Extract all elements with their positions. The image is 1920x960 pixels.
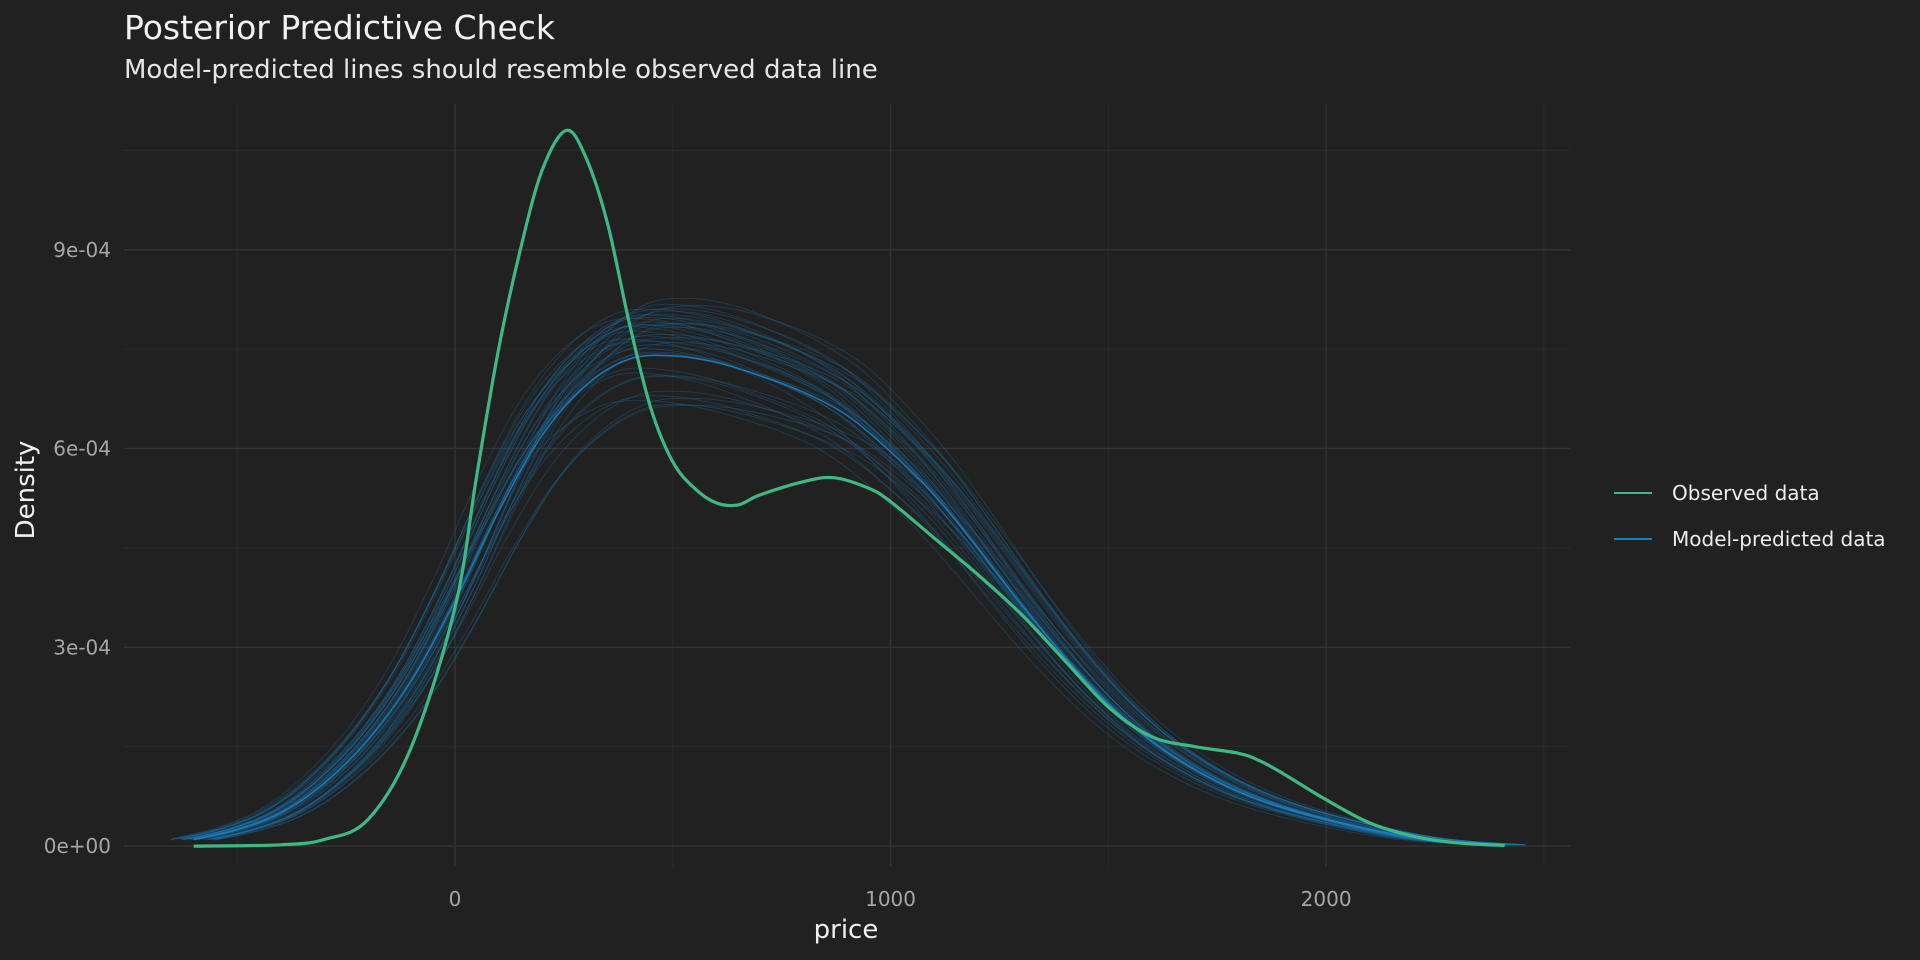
predicted-draw-line [171,338,1483,846]
predicted-draw-line [195,375,1507,846]
predicted-draw-line [213,317,1525,846]
x-tick-label: 0 [449,887,462,911]
predicted-data-line [193,354,1505,846]
chart-subtitle: Model-predicted lines should resemble ob… [124,55,878,85]
predicted-draw-line [211,326,1523,846]
grid-lines [124,104,1570,866]
predicted-draw-line [210,297,1523,846]
predicted-draw-line [188,314,1500,846]
predicted-draw-line [180,372,1492,846]
predicted-draw-line [195,335,1507,846]
predicted-draw-line [191,308,1503,846]
x-axis-ticks: 0 1000 2000 [449,887,1352,911]
y-axis-label: Density [11,441,41,540]
predicted-draw-line [202,390,1514,846]
predicted-draw-line [213,323,1525,846]
legend: Observed data Model-predicted data [1614,470,1886,562]
predicted-draw-line [206,404,1518,846]
predicted-draws [169,297,1528,846]
predicted-draw-line [212,305,1524,846]
predicted-draw-line [193,376,1505,846]
predicted-draw-line [195,337,1507,846]
y-tick-label: 0e+00 [44,834,111,858]
predicted-draw-line [196,321,1508,846]
y-tick-label: 9e-04 [53,238,111,262]
y-tick-label: 3e-04 [53,635,111,659]
chart-title: Posterior Predictive Check [124,8,555,47]
x-tick-label: 2000 [1301,887,1352,911]
predicted-draw-line [193,334,1505,846]
predicted-draw-line [208,303,1520,846]
predicted-draw-line [211,310,1523,846]
predicted-draw-line [169,400,1481,846]
x-axis-label: price [814,915,879,945]
predicted-draw-line [186,348,1498,846]
predicted-draw-line [202,322,1514,846]
predicted-draw-line [194,355,1506,846]
legend-key-predicted [1614,538,1652,540]
predicted-draw-line [185,316,1497,846]
predicted-draw-line [197,344,1510,846]
legend-item-predicted[interactable]: Model-predicted data [1614,516,1886,562]
predicted-draw-line [180,308,1492,846]
predicted-draw-line [188,314,1500,846]
observed-data-line [193,128,1505,848]
predicted-draw-line [213,403,1525,846]
predicted-draw-line [215,397,1528,846]
observed-line-group [193,128,1505,848]
x-tick-label: 1000 [865,887,916,911]
legend-item-observed[interactable]: Observed data [1614,470,1886,516]
predicted-draw-line [213,341,1526,846]
predicted-draw-line [189,395,1501,846]
predicted-draw-line [172,340,1484,846]
predicted-draw-line [189,324,1501,846]
y-tick-label: 6e-04 [53,437,111,461]
y-axis-ticks: 0e+00 3e-04 6e-04 9e-04 [44,238,111,858]
legend-label-observed: Observed data [1672,481,1820,505]
predicted-draw-line [183,353,1495,846]
predicted-draw-line [193,351,1506,846]
legend-key-observed [1614,492,1652,494]
predicted-draw-line [183,367,1495,846]
legend-label-predicted: Model-predicted data [1672,527,1886,551]
predicted-draw-line [172,317,1484,846]
predicted-draw-line [182,324,1494,846]
